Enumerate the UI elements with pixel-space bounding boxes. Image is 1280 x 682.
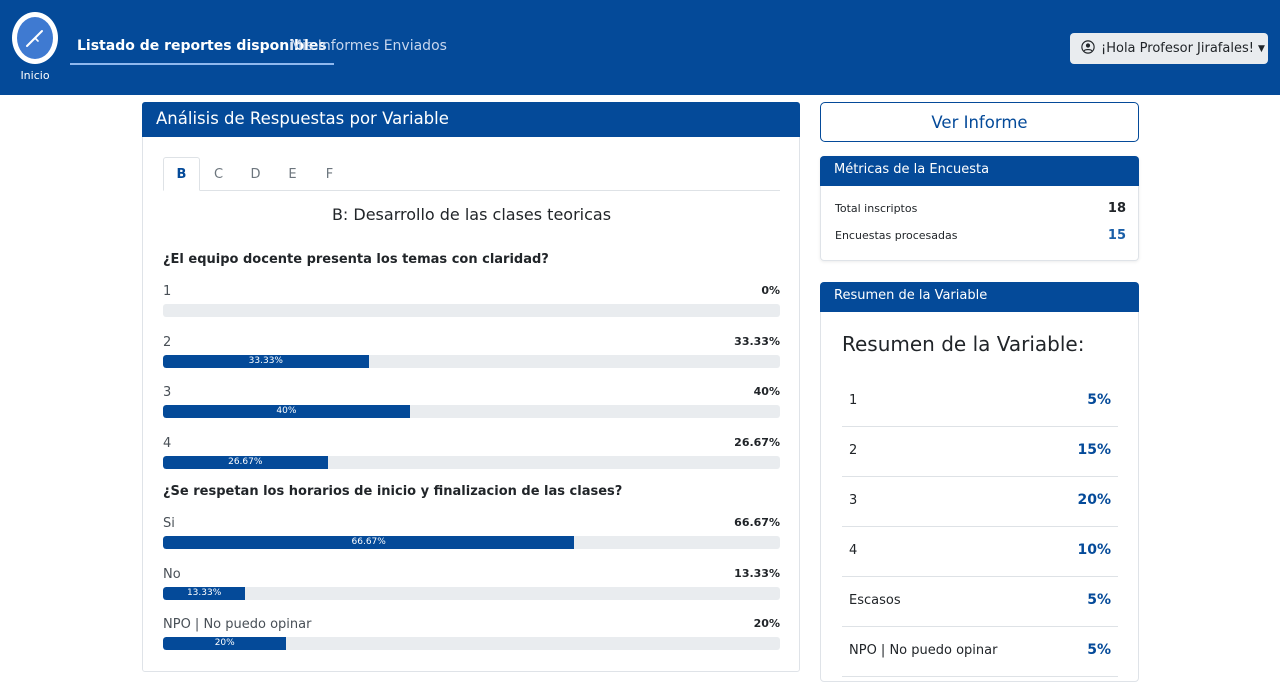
summary-value: 5% [1087,392,1111,408]
progress-track [163,304,780,317]
summary-row: Escasos 5% [842,577,1118,627]
user-menu-button[interactable]: ¡Hola Profesor Jirafales! ▼ [1070,33,1268,64]
ver-informe-button[interactable]: Ver Informe [820,102,1139,142]
summary-value: 5% [1087,592,1111,608]
nav-link-mis-informes[interactable]: Mis Informes Enviados [290,38,447,54]
nav-link-reportes[interactable]: Listado de reportes disponibles [70,38,334,65]
summary-value: 20% [1077,492,1111,508]
summary-row: 3 20% [842,477,1118,527]
summary-row: 2 15% [842,427,1118,477]
option-percent: 66.67% [734,516,780,529]
tab-b[interactable]: B [163,157,200,191]
tab-f[interactable]: F [325,166,334,182]
option-percent: 20% [753,617,780,630]
answer-option: 2 33.33% 33.33% [163,335,780,371]
tab-e[interactable]: E [288,166,297,182]
summary-row: 1 5% [842,377,1118,427]
metric-row: Encuestas procesadas 15 [835,228,1126,243]
metric-value: 18 [1107,201,1126,216]
progress-fill: 13.33% [163,586,246,600]
answer-option: 1 0% [163,284,780,320]
metric-label: Total inscriptos [835,202,918,215]
summary-label: 1 [849,393,858,408]
progress-fill: 26.67% [163,455,328,469]
question-title: ¿El equipo docente presenta los temas co… [163,252,549,267]
summary-title: Resumen de la Variable: [842,332,1085,356]
caret-down-icon: ▼ [1257,43,1265,54]
option-label: No [163,566,181,582]
progress-fill: 33.33% [163,354,369,368]
option-label: 1 [163,284,172,299]
option-percent: 13.33% [734,566,780,580]
progress-track: 20% [163,637,780,650]
metric-row: Total inscriptos 18 [835,201,1126,216]
summary-value: 10% [1077,542,1111,558]
logo-label: Inicio [20,69,50,82]
tab-d[interactable]: D [250,166,261,182]
answer-option: NPO | No puedo opinar 20% 20% [163,617,780,653]
summary-row: NPO | No puedo opinar 5% [842,627,1118,677]
option-label: Si [163,516,175,531]
progress-track: 13.33% [163,586,780,600]
progress-fill: 40% [163,405,410,418]
answer-option: 3 40% 40% [163,385,780,421]
option-label: 3 [163,385,172,400]
progress-track: 66.67% [163,536,780,549]
option-label: NPO | No puedo opinar [163,617,312,632]
metrics-header: Métricas de la Encuesta [820,156,1139,186]
metric-label: Encuestas procesadas [835,229,958,242]
top-navbar: Inicio Listado de reportes disponibles M… [0,0,1280,95]
question-title: ¿Se respetan los horarios de inicio y fi… [163,484,623,499]
progress-track: 26.67% [163,455,780,469]
answer-option: No 13.33% 13.33% [163,567,780,603]
progress-fill: 20% [163,637,287,650]
summary-value: 15% [1077,442,1111,458]
tab-c[interactable]: C [213,166,224,182]
option-percent: 40% [753,385,780,398]
answer-option: Si 66.67% 66.67% [163,516,780,552]
option-label: 4 [163,435,172,451]
progress-track: 40% [163,405,780,418]
summary-label: NPO | No puedo opinar [849,643,998,658]
summary-label: 4 [849,543,858,558]
summary-label: 3 [849,493,858,508]
summary-value: 5% [1087,642,1111,658]
summary-row: 4 10% [842,527,1118,577]
analysis-header: Análisis de Respuestas por Variable [142,102,800,137]
option-percent: 33.33% [734,334,780,348]
progress-fill: 66.67% [163,536,575,549]
progress-track: 33.33% [163,354,780,368]
user-circle-icon [1081,39,1095,58]
summary-label: 2 [849,443,858,458]
summary-label: Escasos [849,593,901,608]
option-percent: 0% [761,284,780,297]
answer-option: 4 26.67% 26.67% [163,436,780,472]
home-link[interactable]: Inicio [12,12,58,82]
option-percent: 26.67% [734,435,780,449]
metric-value: 15 [1107,228,1126,243]
section-title: B: Desarrollo de las clases teoricas [331,205,612,224]
summary-header: Resumen de la Variable [820,282,1139,312]
user-greeting: ¡Hola Profesor Jirafales! [1101,41,1254,56]
logo-icon [12,12,58,64]
option-label: 2 [163,334,172,350]
